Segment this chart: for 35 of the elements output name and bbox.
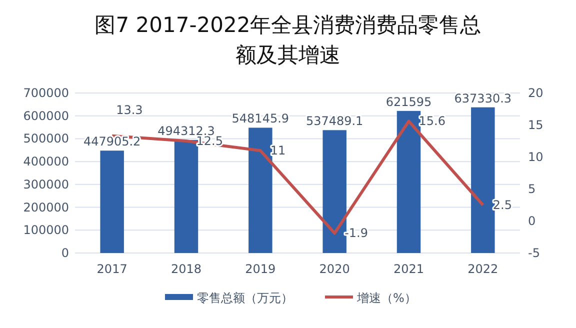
bar xyxy=(471,107,495,253)
y-tick-label: 200000 xyxy=(23,200,69,214)
y2-tick-label: -5 xyxy=(528,246,540,260)
legend-label: 零售总额（万元） xyxy=(197,291,293,305)
bar xyxy=(396,110,421,253)
y2-tick-label: 15 xyxy=(528,118,544,132)
x-tick-label: 2019 xyxy=(245,262,276,276)
data-label: 548145.9 xyxy=(232,112,290,126)
x-tick-label: 2017 xyxy=(96,262,128,276)
x-tick-label: 2018 xyxy=(170,262,202,276)
y2-tick-label: 10 xyxy=(528,150,544,164)
bar xyxy=(322,130,346,253)
chart-title: 图7 2017-2022年全县消费消费品零售总额及其增速 xyxy=(94,12,482,69)
x-tick-label: 2020 xyxy=(319,262,350,276)
bar xyxy=(174,140,198,253)
data-label: 13.3 xyxy=(116,102,143,117)
x-tick-label: 2022 xyxy=(468,262,498,276)
y-tick-label: 400000 xyxy=(23,154,69,169)
data-label: 447905.2 xyxy=(83,134,141,149)
data-label: 621595 xyxy=(386,94,432,109)
y2-tick-label: 5 xyxy=(528,182,536,196)
y-tick-label: 300000 xyxy=(23,177,69,192)
y-tick-label: 700000 xyxy=(23,86,69,100)
y-tick-label: 600000 xyxy=(23,108,69,123)
y2-tick-label: 0 xyxy=(528,214,536,228)
y-tick-label: 100000 xyxy=(23,223,69,238)
data-label: 537489.1 xyxy=(306,114,364,128)
y-tick-label: 500000 xyxy=(23,132,69,146)
bar xyxy=(248,128,272,253)
bar xyxy=(100,150,124,253)
x-tick-label: 2021 xyxy=(393,262,424,276)
y2-tick-label: 20 xyxy=(528,86,544,100)
data-label: 637330.3 xyxy=(454,91,512,106)
legend-label: 增速（%） xyxy=(356,291,416,305)
y-tick-label: 0 xyxy=(61,246,69,260)
